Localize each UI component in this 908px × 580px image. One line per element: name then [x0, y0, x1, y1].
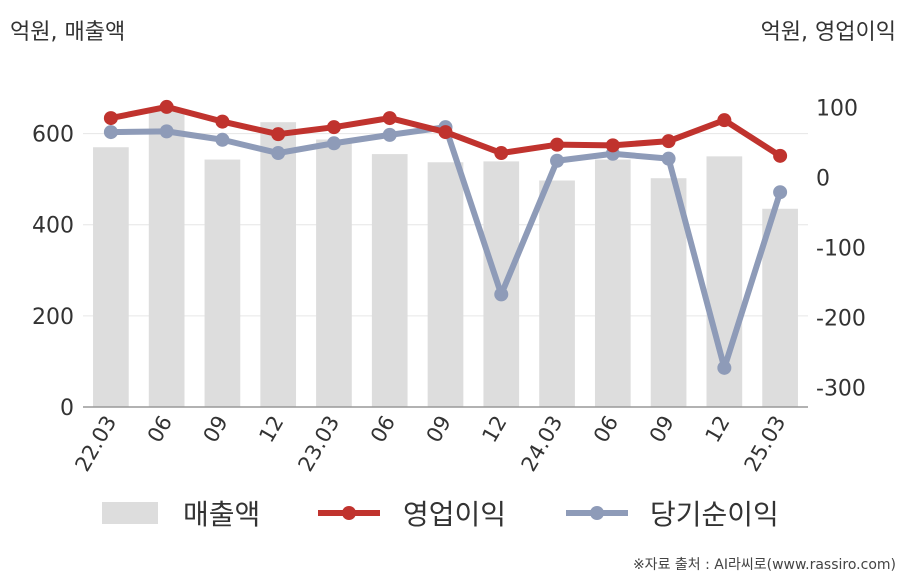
- legend-marker-영업이익: [342, 506, 356, 520]
- x-tick-label: 24.03: [517, 412, 568, 476]
- x-tick-label: 12: [477, 412, 511, 447]
- bar-06: [371, 154, 408, 407]
- y-right-tick-label: 100: [816, 97, 858, 122]
- bar-09: [650, 178, 687, 407]
- point-당기순이익: [159, 124, 174, 139]
- point-영업이익: [382, 111, 397, 126]
- point-영업이익: [326, 120, 341, 135]
- bar-09: [427, 162, 464, 407]
- bar-25.03: [762, 208, 798, 407]
- y-right-tick-label: 0: [816, 167, 830, 192]
- x-tick-label: 09: [199, 412, 233, 447]
- left-axis-unit: 억원, 매출액: [10, 20, 126, 45]
- bar-12: [260, 122, 297, 407]
- point-당기순이익: [717, 360, 732, 375]
- x-tick-label: 06: [589, 412, 623, 447]
- right-axis-unit: 억원, 영업이익: [760, 20, 896, 45]
- x-tick-label: 12: [701, 412, 735, 447]
- y-left-tick-label: 600: [32, 123, 74, 148]
- point-영업이익: [605, 138, 620, 153]
- point-당기순이익: [494, 287, 509, 302]
- point-영업이익: [103, 111, 118, 126]
- point-영업이익: [717, 113, 732, 128]
- bar-23.03: [316, 139, 352, 407]
- y-left-tick-label: 400: [32, 214, 74, 239]
- point-당기순이익: [773, 185, 788, 200]
- y-right-tick-label: -300: [816, 376, 866, 401]
- x-tick-label: 06: [143, 412, 177, 447]
- point-당기순이익: [271, 146, 286, 161]
- point-영업이익: [494, 146, 509, 161]
- x-tick-label: 23.03: [293, 412, 344, 476]
- bar-22.03: [93, 147, 129, 407]
- x-tick-label: 12: [254, 412, 288, 447]
- y-left-tick-label: 0: [60, 396, 74, 421]
- bar-06: [594, 159, 631, 407]
- x-tick-label: 06: [366, 412, 400, 447]
- point-당기순이익: [550, 153, 565, 168]
- x-tick-label: 09: [645, 412, 679, 447]
- legend-swatch-매출액: [102, 502, 158, 524]
- y-left-tick-label: 200: [32, 305, 74, 330]
- point-영업이익: [550, 137, 565, 152]
- x-tick-label: 22.03: [70, 412, 121, 476]
- bar-12: [483, 161, 520, 407]
- point-당기순이익: [103, 125, 118, 140]
- point-영업이익: [271, 127, 286, 142]
- bar-24.03: [539, 180, 575, 407]
- y-right-tick-label: -200: [816, 306, 866, 331]
- legend-marker-당기순이익: [590, 506, 604, 520]
- legend-label: 당기순이익: [650, 498, 779, 531]
- x-tick-label: 25.03: [740, 412, 791, 476]
- bar-06: [148, 110, 185, 408]
- source-note: ※자료 출처 : AI라씨로(www.rassiro.com): [632, 557, 896, 573]
- point-영업이익: [215, 114, 230, 129]
- point-영업이익: [438, 125, 453, 140]
- point-당기순이익: [215, 132, 230, 147]
- point-영업이익: [773, 148, 788, 163]
- bar-09: [204, 159, 241, 407]
- point-당기순이익: [661, 151, 676, 166]
- point-영업이익: [661, 134, 676, 149]
- legend-label: 영업이익: [403, 498, 506, 531]
- point-영업이익: [159, 99, 174, 114]
- x-tick-label: 09: [422, 412, 456, 447]
- point-당기순이익: [382, 127, 397, 142]
- legend-label: 매출액: [183, 498, 260, 531]
- point-당기순이익: [326, 136, 341, 151]
- y-right-tick-label: -100: [816, 237, 866, 262]
